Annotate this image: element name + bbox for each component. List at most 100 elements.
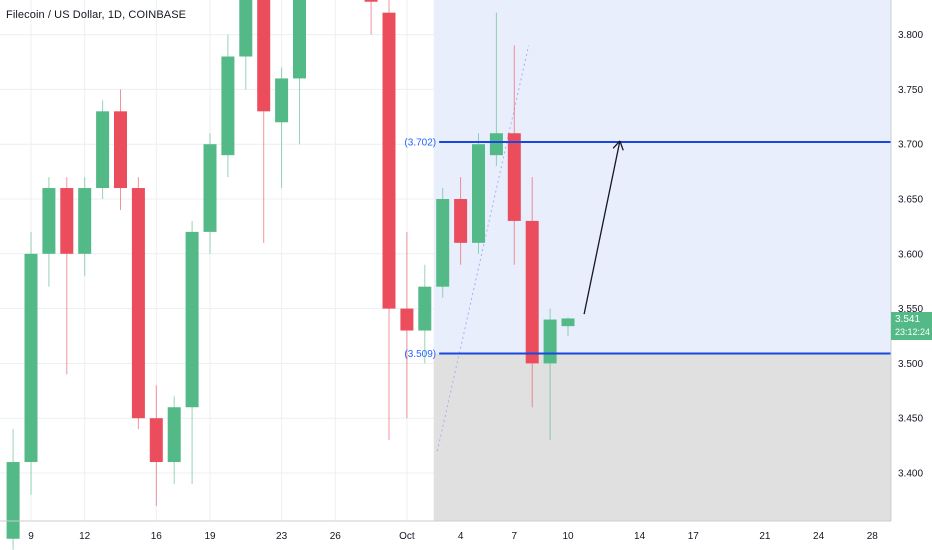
time-tick-label-12: 21	[759, 531, 771, 542]
candle-body	[454, 199, 468, 243]
candle-20[interactable]	[418, 264, 432, 364]
candle-body	[275, 78, 289, 123]
candle-16[interactable]	[293, 0, 306, 145]
candle-body	[257, 0, 271, 112]
candle-body	[78, 188, 92, 254]
candle-21[interactable]	[436, 188, 450, 298]
time-tick-label-10: 14	[634, 531, 646, 542]
projection-arrow[interactable]	[583, 140, 621, 315]
time-tick-label-0: 9	[28, 531, 34, 542]
candle-17[interactable]	[364, 0, 378, 35]
time-tick-label-13: 24	[813, 531, 825, 542]
price-tick-label-8: 3.800	[898, 30, 923, 41]
time-tick-label-2: 16	[151, 531, 163, 542]
drawings[interactable]	[583, 140, 624, 315]
time-tick-label-9: 10	[562, 531, 574, 542]
candle-7[interactable]	[131, 177, 145, 430]
candle-3[interactable]	[60, 177, 74, 375]
candle-body	[185, 231, 199, 408]
candle-body	[42, 188, 56, 254]
candle-5[interactable]	[96, 100, 110, 199]
candle-22[interactable]	[454, 177, 468, 265]
candle-1[interactable]	[24, 231, 38, 495]
candle-body	[472, 144, 485, 243]
candle-body	[6, 462, 20, 539]
candle-body	[60, 188, 74, 254]
candle-12[interactable]	[221, 34, 235, 178]
price-tick-label-1: 3.450	[898, 414, 923, 425]
candle-0[interactable]	[6, 429, 20, 550]
candle-body	[293, 0, 306, 79]
candle-body	[203, 144, 217, 232]
target-zone	[433, 0, 891, 354]
time-tick-label-5: 26	[330, 531, 342, 542]
horizontal-levels[interactable]: (3.702) (3.509)	[404, 138, 891, 361]
arrow-head-0	[619, 140, 624, 151]
candle-23[interactable]	[472, 133, 485, 254]
candle-2[interactable]	[42, 177, 56, 287]
last-price-tag: 3.541 23:12:24	[891, 312, 932, 340]
candle-19[interactable]	[400, 231, 414, 419]
candle-body	[543, 319, 557, 364]
price-tick-label-7: 3.750	[898, 85, 923, 96]
candle-body	[24, 253, 38, 463]
candle-25[interactable]	[507, 45, 521, 265]
chart-title: Filecoin / US Dollar, 1D, COINBASE	[6, 9, 187, 21]
time-tick-label-8: 7	[512, 531, 518, 542]
candle-18[interactable]	[382, 0, 396, 441]
price-axis[interactable]: 3.400 3.450 3.500 3.550 3.600 3.650 3.700 3.750…	[890, 0, 923, 521]
projection-zone	[433, 0, 891, 521]
candle-body	[364, 0, 378, 2]
candle-15[interactable]	[275, 67, 289, 189]
candle-6[interactable]	[114, 89, 127, 210]
last-price-value: 3.541	[895, 314, 921, 325]
candle-body	[221, 56, 235, 156]
candle-body	[131, 188, 145, 419]
arrow-head-1	[612, 140, 621, 149]
time-tick-label-6: Oct	[399, 531, 415, 542]
candle-body	[561, 318, 575, 327]
time-tick-label-7: 4	[458, 531, 464, 542]
price-tick-label-5: 3.650	[898, 195, 923, 206]
time-tick-label-11: 17	[688, 531, 700, 542]
price-tick-label-0: 3.400	[898, 469, 923, 480]
time-tick-label-14: 28	[867, 531, 879, 542]
candle-10[interactable]	[185, 220, 199, 484]
stop-zone	[433, 353, 891, 521]
candle-body	[507, 133, 521, 221]
candle-4[interactable]	[78, 177, 92, 276]
candle-13[interactable]	[239, 0, 253, 90]
time-tick-label-3: 19	[204, 531, 216, 542]
candle-body	[418, 286, 432, 331]
candle-body	[239, 0, 253, 57]
candle-body	[525, 220, 539, 364]
candle-body	[382, 12, 396, 309]
price-tick-label-4: 3.600	[898, 249, 923, 260]
level-label-1: (3.509)	[404, 349, 436, 360]
candle-body	[400, 308, 414, 331]
bar-countdown: 23:12:24	[895, 327, 931, 337]
price-tick-label-2: 3.500	[898, 359, 923, 370]
price-tick-label-3: 3.550	[898, 304, 923, 315]
zone-diagonal	[436, 45, 530, 452]
candle-28[interactable]	[561, 317, 575, 336]
candle-body	[436, 199, 450, 287]
candle-9[interactable]	[167, 396, 181, 484]
candle-24[interactable]	[489, 12, 503, 167]
time-tick-label-4: 23	[276, 531, 288, 542]
candle-body	[96, 111, 110, 189]
time-axis[interactable]: 9 12 16 19 23 26 Oct 4 7 10 14 17 21 24 28	[0, 520, 891, 542]
level-label-0: (3.702)	[404, 138, 436, 149]
candle-11[interactable]	[203, 133, 217, 254]
candles[interactable]	[6, 0, 575, 550]
candle-27[interactable]	[543, 308, 557, 441]
candle-body	[167, 407, 181, 463]
candle-8[interactable]	[149, 385, 163, 506]
time-tick-label-1: 12	[79, 531, 91, 542]
candle-body	[149, 418, 163, 463]
candle-body	[114, 111, 127, 189]
candle-26[interactable]	[525, 177, 539, 408]
candle-body	[489, 133, 503, 156]
candle-14[interactable]	[257, 0, 271, 243]
